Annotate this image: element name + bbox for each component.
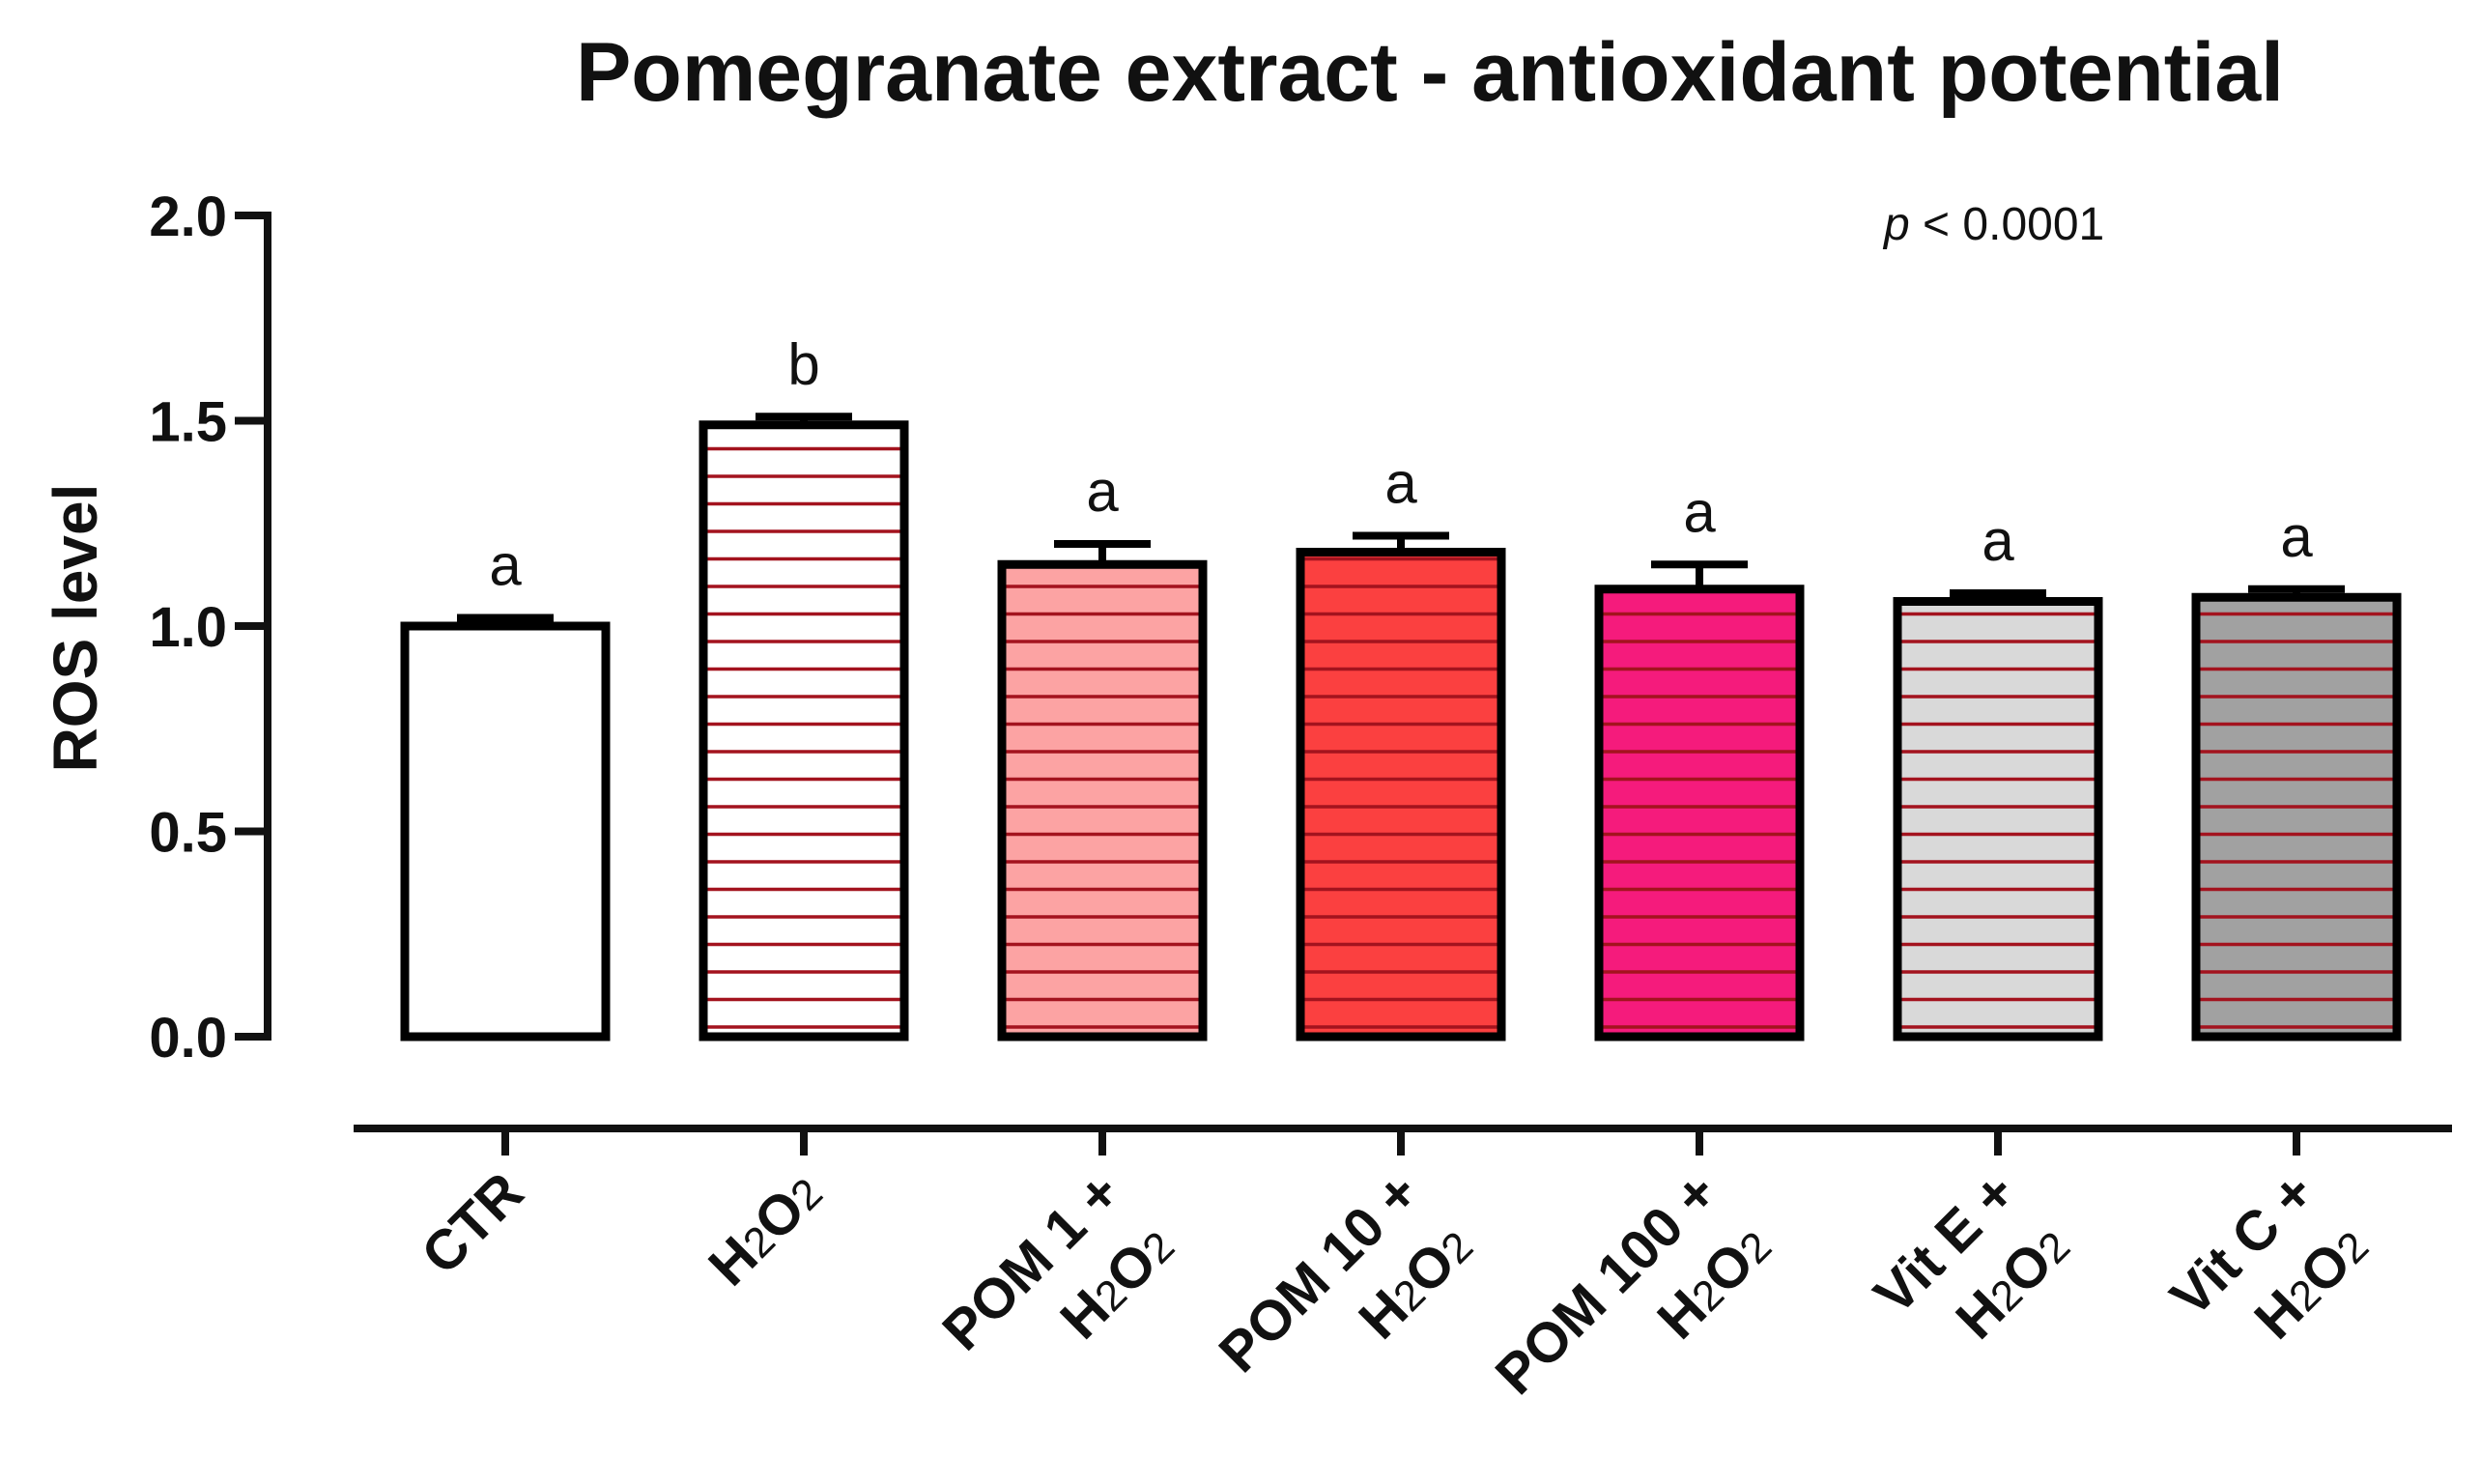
bar-group-0: a [400,533,611,1042]
bar [1599,588,1800,1037]
y-axis: 0.0 0.5 1.0 1.5 2.0 [149,186,271,1070]
significance-letter: a [2280,504,2313,569]
bar [1897,601,2098,1037]
significance-letter: b [787,331,819,396]
y-tick-label: 1.0 [149,596,227,659]
bar [703,424,904,1037]
bar-hatch [1599,612,1800,1029]
bar-group-4: a [1594,479,1805,1042]
x-tick-label: POM 1 +H2O2 [930,1160,1183,1362]
p-value-annotation: p < 0.0001 [1882,199,2104,250]
x-tick-label-line1: H2O2 [697,1160,834,1298]
x-axis: CTR H2O2 POM 1 +H2O2 POM 10 +H2O2 POM 100 +H… [354,1125,2452,1407]
significance-letter: a [1982,508,2014,573]
y-tick-label: 0.0 [149,1007,227,1070]
significance-letter: a [489,533,522,598]
bar-group-3: a [1296,451,1506,1042]
bar-group-2: a [997,459,1208,1042]
bar-hatch [1002,585,1203,1029]
bar-hatch [1300,556,1501,1029]
bar [1300,552,1501,1037]
x-tick-label: POM 10 +H2O2 [1207,1160,1482,1384]
y-axis-label: ROS level [41,484,110,773]
bar [1002,564,1203,1037]
p-value-symbol: p [1882,199,1910,250]
bars-group: a b a a a a a [400,331,2402,1042]
significance-letter: a [1384,451,1417,516]
bar-group-6: a [2191,504,2402,1042]
x-tick-label: H2O2 [697,1160,834,1298]
x-tick-label: POM 100 +H2O2 [1484,1160,1782,1407]
x-tick-label: Vit E +H2O2 [1862,1160,2079,1351]
significance-letter: a [1086,459,1119,524]
bar [405,626,606,1037]
x-tick-label: CTR [410,1160,535,1286]
significance-letter: a [1683,479,1716,544]
p-value-text: < 0.0001 [1910,199,2105,250]
bar-hatch [2196,612,2397,1029]
x-tick-label-line1: POM 10 + [1207,1160,1431,1384]
bar-hatch [703,446,904,1029]
bar-group-1: b [699,331,909,1042]
y-tick-label: 2.0 [149,186,227,248]
x-tick-label-line1: CTR [410,1160,535,1286]
x-tick-label: Vit C +H2O2 [2158,1160,2378,1351]
chart-title: Pomegranate extract - antioxidant potent… [576,26,2284,119]
y-tick-label: 0.5 [149,802,227,865]
bar-group-5: a [1893,508,2103,1042]
bar-hatch [1897,612,2098,1029]
y-tick-label: 1.5 [149,391,227,454]
